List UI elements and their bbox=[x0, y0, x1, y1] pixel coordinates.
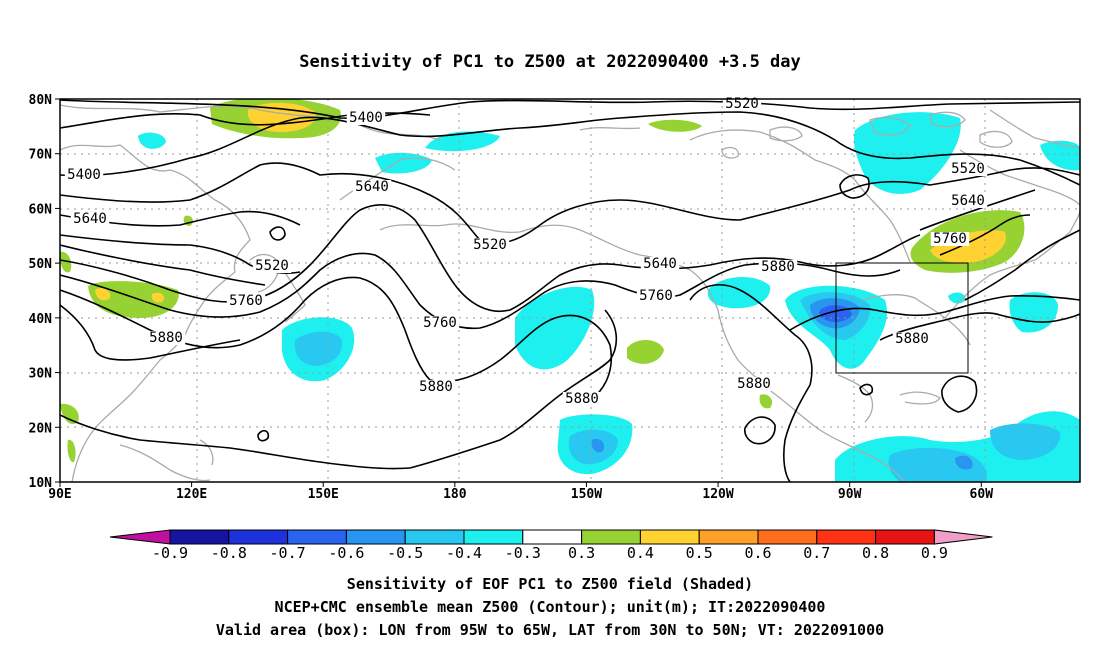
valid-area-box bbox=[835, 262, 969, 374]
map-panel: 5400 5400 5520 5520 5520 5520 5640 5640 5640 5640… bbox=[29, 93, 1081, 502]
latitude-label: 10N bbox=[29, 476, 53, 491]
colorbar-label: -0.4 bbox=[446, 544, 482, 562]
longitude-label: 150W bbox=[571, 487, 602, 502]
colorbar-label: 0.9 bbox=[921, 544, 948, 562]
contour-label: 5880 bbox=[419, 379, 453, 395]
coastlines bbox=[60, 104, 1080, 482]
contour-label: 5520 bbox=[473, 237, 507, 253]
colorbar-label: 0.4 bbox=[627, 544, 654, 562]
colorbar-label: -0.7 bbox=[270, 544, 306, 562]
longitude-label: 90E bbox=[48, 487, 71, 502]
colorbar-high-arrow bbox=[933, 529, 993, 545]
longitude-labels: 90E 120E 150E 180 150W 120W 90W 60W bbox=[48, 482, 993, 502]
colorbar-label: -0.3 bbox=[505, 544, 541, 562]
longitude-label: 120W bbox=[702, 487, 733, 502]
colorbar-segment bbox=[169, 529, 230, 545]
colorbar-segment bbox=[463, 529, 524, 545]
contour-label: 5520 bbox=[255, 258, 289, 274]
colorbar-segment bbox=[228, 529, 289, 545]
latitude-label: 60N bbox=[29, 202, 53, 217]
contour-label: 5400 bbox=[349, 110, 383, 126]
contour-label: 5400 bbox=[67, 167, 101, 183]
longitude-label: 150E bbox=[308, 487, 339, 502]
caption-line-3: Valid area (box): LON from 95W to 65W, L… bbox=[216, 621, 884, 639]
longitude-label: 180 bbox=[443, 487, 467, 502]
caption: Sensitivity of EOF PC1 to Z500 field (Sh… bbox=[216, 575, 884, 639]
colorbar-label: 0.3 bbox=[568, 544, 595, 562]
latitude-label: 50N bbox=[29, 257, 53, 272]
contour-label: 5880 bbox=[895, 331, 929, 347]
colorbar-segment bbox=[581, 529, 641, 545]
colorbar-segment bbox=[404, 529, 465, 545]
colorbar-label: -0.5 bbox=[387, 544, 423, 562]
longitude-label: 120E bbox=[176, 487, 207, 502]
colorbar-segment bbox=[639, 529, 700, 545]
colorbar-label: -0.8 bbox=[211, 544, 247, 562]
contour-label: 5760 bbox=[639, 288, 673, 304]
colorbar-low-arrow bbox=[109, 529, 171, 545]
contour-label: 5880 bbox=[737, 376, 771, 392]
contour-label: 5760 bbox=[933, 231, 967, 247]
colorbar-segment bbox=[522, 529, 583, 545]
latitude-labels: 80N 70N 60N 50N 40N 30N 20N 10N bbox=[29, 93, 60, 491]
latitude-label: 70N bbox=[29, 148, 53, 163]
colorbar-label: -0.9 bbox=[152, 544, 188, 562]
longitude-label: 90W bbox=[838, 487, 862, 502]
contour-label: 5640 bbox=[355, 179, 389, 195]
caption-line-1: Sensitivity of EOF PC1 to Z500 field (Sh… bbox=[347, 575, 753, 593]
colorbar-label: 0.6 bbox=[744, 544, 771, 562]
colorbar-label: 0.8 bbox=[862, 544, 889, 562]
colorbar-labels: -0.9 -0.8 -0.7 -0.6 -0.5 -0.4 -0.3 0.3 0.4 0.5 0.6… bbox=[152, 544, 948, 562]
contour-label: 5880 bbox=[761, 259, 795, 275]
contour-label: 5520 bbox=[951, 161, 985, 177]
contour-label: 5880 bbox=[149, 330, 183, 346]
latitude-label: 20N bbox=[29, 421, 53, 436]
colorbar-label: -0.6 bbox=[328, 544, 364, 562]
colorbar-segment bbox=[287, 529, 347, 545]
gridlines bbox=[60, 99, 1080, 482]
contour-label: 5760 bbox=[423, 315, 457, 331]
longitude-label: 60W bbox=[970, 487, 994, 502]
colorbar-segment bbox=[875, 529, 935, 545]
contour-label: 5640 bbox=[951, 193, 985, 209]
colorbar-segment bbox=[757, 529, 818, 545]
latitude-label: 40N bbox=[29, 312, 53, 327]
contour-label: 5520 bbox=[725, 96, 759, 112]
colorbar bbox=[109, 529, 993, 545]
caption-line-2: NCEP+CMC ensemble mean Z500 (Contour); u… bbox=[275, 598, 826, 616]
colorbar-label: 0.5 bbox=[686, 544, 713, 562]
colorbar-label: 0.7 bbox=[803, 544, 830, 562]
contour-label: 5880 bbox=[565, 391, 599, 407]
colorbar-segment bbox=[816, 529, 877, 545]
latitude-label: 30N bbox=[29, 367, 53, 382]
map-frame bbox=[59, 98, 1081, 483]
map-title: Sensitivity of PC1 to Z500 at 2022090400… bbox=[299, 52, 801, 72]
latitude-label: 80N bbox=[29, 93, 53, 108]
contour-label: 5760 bbox=[229, 293, 263, 309]
contour-labels: 5400 5400 5520 5520 5520 5520 5640 5640 5640 5640… bbox=[64, 96, 988, 407]
contour-label: 5640 bbox=[643, 256, 677, 272]
colorbar-segment bbox=[345, 529, 406, 545]
contour-label: 5640 bbox=[73, 211, 107, 227]
colorbar-segment bbox=[698, 529, 759, 545]
